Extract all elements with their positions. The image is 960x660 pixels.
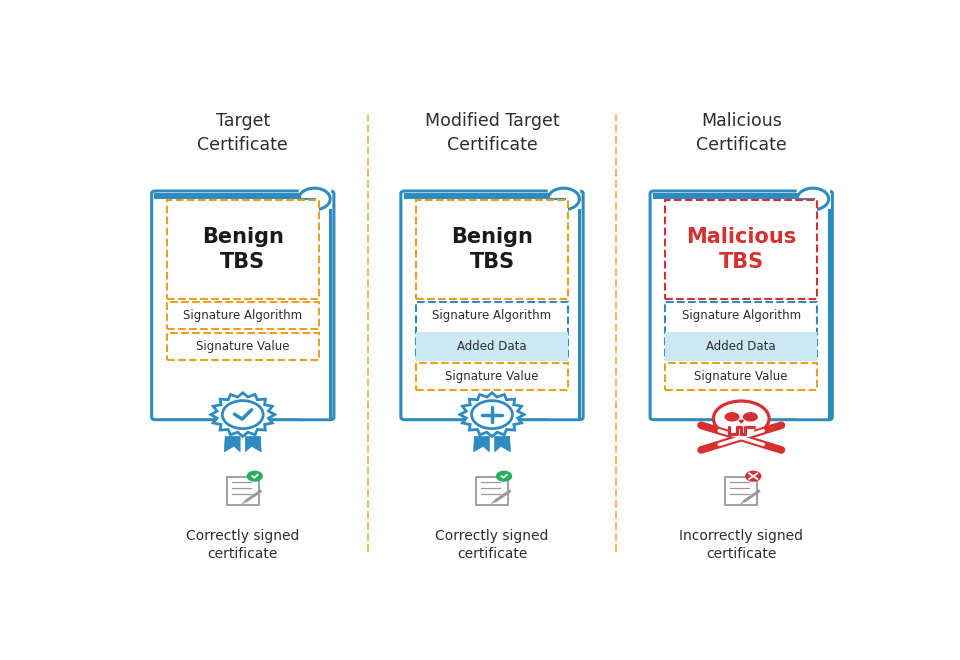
Text: Signature Value: Signature Value bbox=[196, 340, 290, 352]
FancyBboxPatch shape bbox=[401, 191, 583, 420]
Polygon shape bbox=[739, 420, 743, 423]
FancyBboxPatch shape bbox=[726, 477, 757, 505]
Text: Incorrectly signed
certificate: Incorrectly signed certificate bbox=[680, 529, 804, 562]
FancyBboxPatch shape bbox=[665, 302, 818, 360]
Circle shape bbox=[495, 471, 513, 482]
Text: Malicious
TBS: Malicious TBS bbox=[686, 227, 797, 272]
Text: Correctly signed
certificate: Correctly signed certificate bbox=[186, 529, 300, 562]
FancyBboxPatch shape bbox=[416, 302, 568, 360]
FancyBboxPatch shape bbox=[227, 477, 258, 505]
FancyBboxPatch shape bbox=[650, 191, 832, 420]
Polygon shape bbox=[246, 436, 261, 451]
FancyBboxPatch shape bbox=[665, 199, 818, 299]
Text: Added Data: Added Data bbox=[457, 340, 527, 352]
FancyBboxPatch shape bbox=[416, 199, 568, 299]
FancyBboxPatch shape bbox=[476, 477, 508, 505]
Polygon shape bbox=[460, 393, 524, 436]
Text: Signature Algorithm: Signature Algorithm bbox=[183, 310, 302, 322]
Polygon shape bbox=[211, 393, 275, 436]
FancyBboxPatch shape bbox=[416, 363, 568, 390]
Text: Signature Value: Signature Value bbox=[445, 370, 539, 383]
Text: Malicious
Certificate: Malicious Certificate bbox=[696, 112, 786, 154]
Text: Benign
TBS: Benign TBS bbox=[451, 227, 533, 272]
Text: Correctly signed
certificate: Correctly signed certificate bbox=[435, 529, 549, 562]
Text: Signature Value: Signature Value bbox=[694, 370, 788, 383]
Text: Modified Target
Certificate: Modified Target Certificate bbox=[424, 112, 560, 154]
FancyBboxPatch shape bbox=[418, 333, 566, 360]
Polygon shape bbox=[473, 436, 490, 451]
Circle shape bbox=[471, 401, 513, 428]
Text: Target
Certificate: Target Certificate bbox=[198, 112, 288, 154]
FancyBboxPatch shape bbox=[152, 191, 334, 420]
FancyBboxPatch shape bbox=[166, 199, 319, 299]
Circle shape bbox=[247, 471, 263, 482]
FancyBboxPatch shape bbox=[166, 302, 319, 329]
Circle shape bbox=[745, 471, 761, 482]
Polygon shape bbox=[225, 436, 240, 451]
Text: Signature Algorithm: Signature Algorithm bbox=[682, 310, 801, 322]
FancyBboxPatch shape bbox=[665, 363, 818, 390]
Text: Signature Algorithm: Signature Algorithm bbox=[432, 310, 552, 322]
Ellipse shape bbox=[713, 401, 769, 436]
Text: Added Data: Added Data bbox=[707, 340, 776, 352]
Ellipse shape bbox=[743, 412, 758, 422]
Text: Benign
TBS: Benign TBS bbox=[202, 227, 284, 272]
FancyBboxPatch shape bbox=[666, 333, 816, 360]
Polygon shape bbox=[494, 436, 511, 451]
Circle shape bbox=[223, 401, 263, 428]
FancyBboxPatch shape bbox=[166, 333, 319, 360]
Ellipse shape bbox=[725, 412, 739, 422]
